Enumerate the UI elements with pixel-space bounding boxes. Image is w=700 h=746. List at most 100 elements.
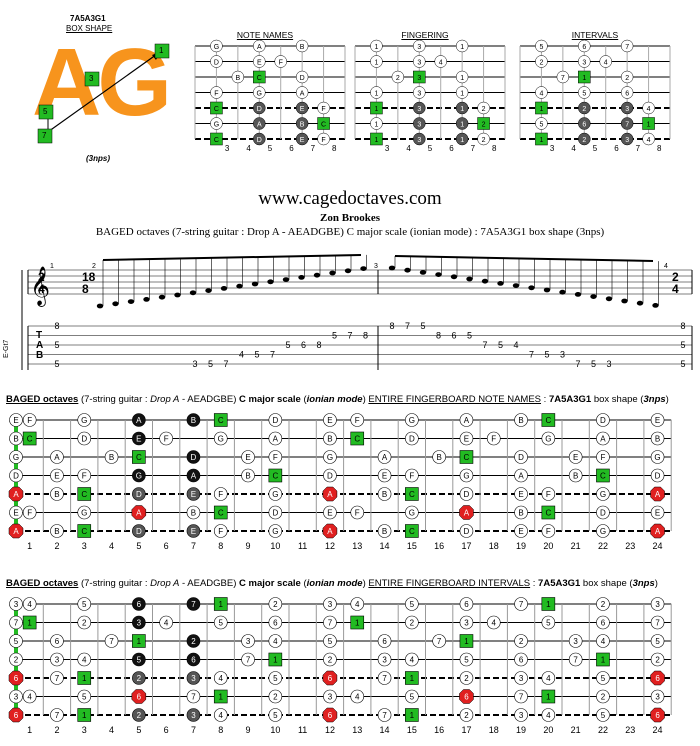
note-marker (405, 615, 419, 630)
tab-number: 5 (208, 359, 213, 369)
note-label: 6 (519, 656, 524, 665)
shape-panel: 7A5A3G1 BOX SHAPE AG 7 5 3 1 (3nps) (30, 14, 180, 164)
note-label: C (409, 490, 415, 499)
staff-note (298, 275, 305, 280)
note-marker (568, 468, 583, 483)
mini-marker (535, 101, 548, 115)
note-marker (596, 487, 610, 501)
note-label: F (355, 509, 360, 518)
staff-note (559, 289, 566, 295)
mini-marker (642, 132, 655, 146)
note-marker (241, 468, 255, 483)
note-label: 7 (328, 619, 333, 628)
note-marker (213, 708, 228, 722)
note-marker (596, 524, 610, 538)
note-label: D (81, 435, 87, 444)
tab-number: 3 (560, 350, 565, 360)
mini-label: 4 (539, 91, 543, 98)
staff-note (360, 266, 367, 271)
note-label: 3 (464, 619, 469, 628)
tab-number: 7 (622, 369, 627, 371)
tab-number: 5 (54, 340, 59, 350)
fret-number: 2 (54, 541, 59, 551)
note-marker (50, 652, 64, 667)
mini-label: 6 (582, 122, 586, 129)
note-marker (596, 450, 610, 464)
fb1-title-b3: 7A5A3G1 (548, 394, 592, 405)
note-marker (213, 597, 228, 611)
note-label: G (654, 453, 660, 462)
fret-number: 9 (246, 541, 251, 551)
mini-marker (413, 70, 426, 84)
note-label: A (655, 527, 661, 536)
note-marker (77, 505, 92, 520)
mini-marker (370, 86, 383, 99)
note-label: D (518, 453, 524, 462)
note-label: C (600, 472, 606, 481)
shape-nps: (3nps) (86, 154, 110, 163)
measure-number: 4 (664, 263, 668, 270)
note-label: 4 (355, 693, 360, 702)
mini-label: 2 (396, 75, 400, 82)
staff-note (174, 292, 181, 298)
note-label: D (464, 490, 470, 499)
note-label: 1 (82, 711, 87, 720)
fb1-title-i2: ionian mode (306, 394, 363, 405)
note-label: A (13, 527, 19, 536)
fb2-title-bold: BAGED octaves (6, 578, 79, 589)
mini-marker (370, 132, 383, 146)
mini-label: G (257, 91, 262, 98)
mini-label: 4 (647, 106, 651, 113)
staff-note (450, 274, 458, 280)
mini-label: 1 (582, 75, 586, 82)
note-label: A (273, 435, 279, 444)
note-label: A (600, 435, 606, 444)
note-label: B (109, 453, 114, 462)
note-label: 6 (14, 711, 19, 720)
note-label: B (327, 435, 332, 444)
note-marker (268, 597, 283, 611)
note-label: 7 (519, 600, 524, 609)
note-label: A (518, 472, 524, 481)
note-marker (322, 670, 338, 686)
note-marker (132, 652, 146, 667)
note-label: D (272, 416, 278, 425)
note-marker (132, 450, 146, 464)
note-marker (596, 615, 610, 630)
mini-marker (642, 117, 655, 130)
note-label: 7 (382, 711, 387, 720)
note-label: F (218, 527, 223, 536)
mini-marker (317, 117, 330, 130)
fret-number: 11 (298, 541, 307, 551)
note-label: A (655, 490, 661, 499)
mini-marker (295, 70, 309, 84)
note-marker (323, 431, 337, 446)
note-marker (77, 689, 92, 704)
note-label: 5 (410, 693, 415, 702)
note-marker (268, 505, 283, 520)
note-label: 7 (246, 656, 251, 665)
site-title[interactable]: www.cagedoctaves.com (258, 188, 442, 209)
fret-number: 22 (598, 725, 608, 735)
note-marker (596, 468, 610, 483)
note-marker (186, 450, 201, 464)
note-label: 4 (164, 619, 169, 628)
tab-number: 5 (637, 369, 642, 371)
mini-marker (210, 86, 223, 99)
fret-number: 24 (653, 541, 663, 551)
staff-note (497, 281, 504, 286)
staff-note (251, 281, 259, 287)
note-marker (22, 413, 37, 427)
mini-label: C (214, 106, 219, 113)
note-label: A (54, 453, 60, 462)
note-label: C (81, 527, 87, 536)
note-label: D (409, 435, 415, 444)
note-marker (9, 505, 23, 520)
note-label: F (546, 527, 551, 536)
mini-marker (620, 39, 634, 53)
note-marker (9, 450, 23, 464)
note-label: 6 (655, 711, 660, 720)
staff-note (528, 285, 535, 291)
time-sig: 2 (38, 270, 45, 284)
mini-label: G (214, 122, 219, 129)
